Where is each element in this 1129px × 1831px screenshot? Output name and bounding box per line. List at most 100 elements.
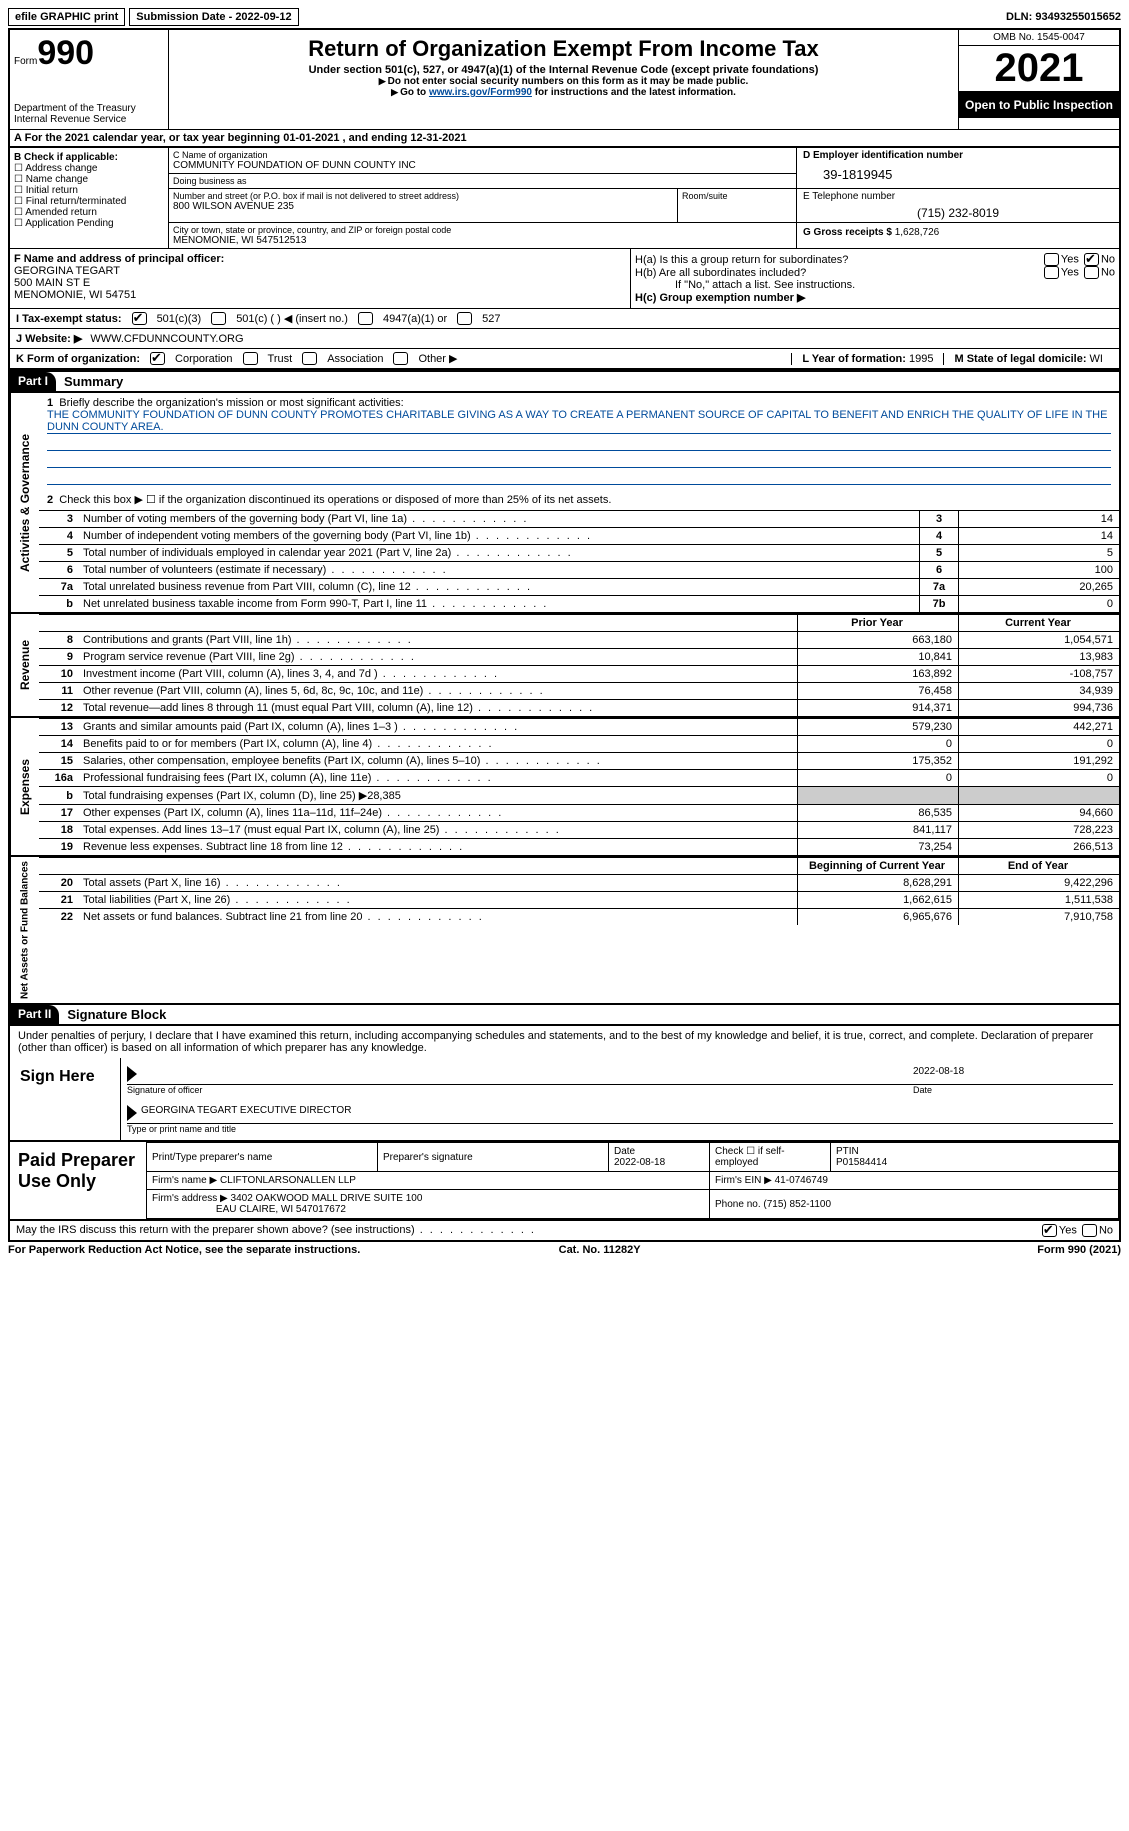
box-h: H(a) Is this a group return for subordin… <box>631 249 1119 308</box>
irs-link[interactable]: www.irs.gov/Form990 <box>429 87 532 98</box>
table-row: 5Total number of individuals employed in… <box>39 545 1119 562</box>
header-middle: Return of Organization Exempt From Incom… <box>169 30 958 129</box>
irs-label: Internal Revenue Service <box>14 114 164 125</box>
city-state-zip: MENOMONIE, WI 547512513 <box>173 235 792 246</box>
box-g: G Gross receipts $ 1,628,726 <box>797 223 1119 248</box>
vlabel-revenue: Revenue <box>10 614 39 716</box>
firm-ein: 41-0746749 <box>775 1175 828 1186</box>
row-a: A For the 2021 calendar year, or tax yea… <box>8 129 1121 146</box>
ha-no[interactable] <box>1084 253 1099 266</box>
revenue-table: Prior YearCurrent Year 8Contributions an… <box>39 614 1119 716</box>
part1-title: Summary <box>56 372 131 391</box>
ssn-note: Do not enter social security numbers on … <box>173 76 954 87</box>
box-f: F Name and address of principal officer:… <box>10 249 631 308</box>
website-url: WWW.CFDUNNCOUNTY.ORG <box>90 333 243 345</box>
street-address: 800 WILSON AVENUE 235 <box>173 201 673 212</box>
table-row: bNet unrelated business taxable income f… <box>39 596 1119 613</box>
arrow-icon <box>127 1066 137 1082</box>
box-c: C Name of organization COMMUNITY FOUNDAT… <box>169 148 1119 248</box>
table-row: 11Other revenue (Part VIII, column (A), … <box>39 683 1119 700</box>
preparer-label: Paid Preparer Use Only <box>10 1142 146 1219</box>
page-footer: For Paperwork Reduction Act Notice, see … <box>8 1242 1121 1258</box>
chk-501c[interactable] <box>211 312 226 325</box>
table-row: 22Net assets or fund balances. Subtract … <box>39 909 1119 926</box>
part2-badge: Part II <box>10 1005 59 1024</box>
table-row: 17Other expenses (Part IX, column (A), l… <box>39 805 1119 822</box>
hb-no[interactable] <box>1084 266 1099 279</box>
form-word: Form <box>14 56 37 67</box>
table-row: 19Revenue less expenses. Subtract line 1… <box>39 839 1119 856</box>
firm-addr2: EAU CLAIRE, WI 547017672 <box>216 1204 346 1215</box>
sign-date: 2022-08-18 <box>913 1066 1113 1082</box>
state-domicile: WI <box>1090 353 1103 365</box>
discuss-yes[interactable] <box>1042 1224 1057 1237</box>
table-row: 13Grants and similar amounts paid (Part … <box>39 719 1119 736</box>
form-subtitle: Under section 501(c), 527, or 4947(a)(1)… <box>173 64 954 76</box>
chk-527[interactable] <box>457 312 472 325</box>
table-row: 3Number of voting members of the governi… <box>39 511 1119 528</box>
chk-address[interactable]: ☐ Address change <box>14 163 164 174</box>
firm-addr1: 3402 OAKWOOD MALL DRIVE SUITE 100 <box>231 1193 423 1204</box>
part2-title: Signature Block <box>59 1005 174 1024</box>
dept-treasury: Department of the Treasury <box>14 103 164 114</box>
chk-assoc[interactable] <box>302 352 317 365</box>
form-header: Form990 Department of the Treasury Inter… <box>8 28 1121 129</box>
table-row: 8Contributions and grants (Part VIII, li… <box>39 632 1119 649</box>
arrow-icon <box>127 1105 137 1121</box>
form-title: Return of Organization Exempt From Incom… <box>173 36 954 62</box>
chk-corp[interactable] <box>150 352 165 365</box>
ptin: P01584414 <box>836 1157 887 1168</box>
table-row: 18Total expenses. Add lines 13–17 (must … <box>39 822 1119 839</box>
discuss-row: May the IRS discuss this return with the… <box>8 1221 1121 1242</box>
table-row: bTotal fundraising expenses (Part IX, co… <box>39 787 1119 805</box>
chk-amended[interactable]: ☐ Amended return <box>14 207 164 218</box>
netassets-section: Net Assets or Fund Balances Beginning of… <box>8 857 1121 1005</box>
chk-initial[interactable]: ☐ Initial return <box>14 185 164 196</box>
goto-note: Go to www.irs.gov/Form990 for instructio… <box>173 87 954 98</box>
row-k: K Form of organization: Corporation Trus… <box>8 348 1121 370</box>
preparer-block: Paid Preparer Use Only Print/Type prepar… <box>8 1142 1121 1221</box>
prep-date: 2022-08-18 <box>614 1157 665 1168</box>
chk-4947[interactable] <box>358 312 373 325</box>
dln-label: DLN: 93493255015652 <box>1006 11 1121 23</box>
efile-button[interactable]: efile GRAPHIC print <box>8 8 125 26</box>
revenue-section: Revenue Prior YearCurrent Year 8Contribu… <box>8 614 1121 718</box>
table-row: 21Total liabilities (Part X, line 26)1,6… <box>39 892 1119 909</box>
chk-final[interactable]: ☐ Final return/terminated <box>14 196 164 207</box>
governance-table: 3Number of voting members of the governi… <box>39 510 1119 612</box>
netassets-table: Beginning of Current YearEnd of Year 20T… <box>39 857 1119 925</box>
self-employed-check[interactable]: Check ☐ if self-employed <box>710 1143 831 1172</box>
chk-501c3[interactable] <box>132 312 147 325</box>
cat-no: Cat. No. 11282Y <box>559 1244 641 1256</box>
ein-value: 39-1819945 <box>803 161 1113 182</box>
table-row: 20Total assets (Part X, line 16)8,628,29… <box>39 875 1119 892</box>
ha-yes[interactable] <box>1044 253 1059 266</box>
chk-trust[interactable] <box>243 352 258 365</box>
expenses-table: 13Grants and similar amounts paid (Part … <box>39 718 1119 855</box>
open-public-badge: Open to Public Inspection <box>959 92 1119 118</box>
vlabel-governance: Activities & Governance <box>10 393 39 612</box>
mission-text: THE COMMUNITY FOUNDATION OF DUNN COUNTY … <box>47 409 1111 434</box>
chk-pending[interactable]: ☐ Application Pending <box>14 218 164 229</box>
telephone: (715) 232-8019 <box>803 202 1113 220</box>
table-row: 14Benefits paid to or for members (Part … <box>39 736 1119 753</box>
table-row: 4Number of independent voting members of… <box>39 528 1119 545</box>
discuss-no[interactable] <box>1082 1224 1097 1237</box>
header-right: OMB No. 1545-0047 2021 Open to Public In… <box>958 30 1119 129</box>
hb-yes[interactable] <box>1044 266 1059 279</box>
table-row: 9Program service revenue (Part VIII, lin… <box>39 649 1119 666</box>
chk-other[interactable] <box>393 352 408 365</box>
form-footer: Form 990 (2021) <box>1037 1244 1121 1256</box>
dba-label: Doing business as <box>169 174 797 189</box>
perjury-declaration: Under penalties of perjury, I declare th… <box>10 1026 1119 1058</box>
chk-name[interactable]: ☐ Name change <box>14 174 164 185</box>
org-name: COMMUNITY FOUNDATION OF DUNN COUNTY INC <box>173 160 792 171</box>
officer-name: GEORGINA TEGART <box>14 265 120 277</box>
expenses-section: Expenses 13Grants and similar amounts pa… <box>8 718 1121 857</box>
tax-year: 2021 <box>959 46 1119 92</box>
submission-date: Submission Date - 2022-09-12 <box>129 8 298 26</box>
block-fh: F Name and address of principal officer:… <box>8 248 1121 308</box>
part2-header-row: Part II Signature Block <box>8 1005 1121 1026</box>
table-row: 10Investment income (Part VIII, column (… <box>39 666 1119 683</box>
room-suite: Room/suite <box>678 189 797 223</box>
